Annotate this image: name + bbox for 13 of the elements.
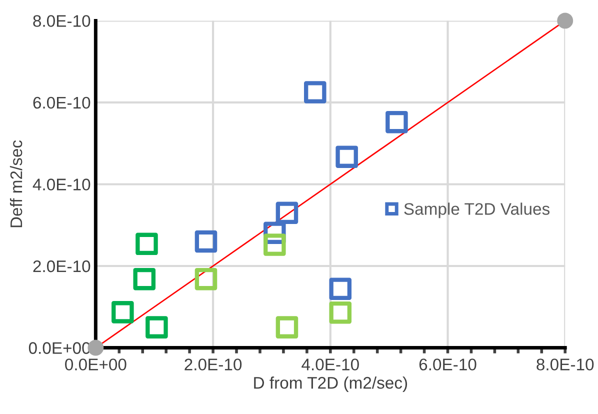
y-axis-title: Deff m2/sec xyxy=(10,140,22,228)
x-tick-label: 4.0E-10 xyxy=(302,358,359,370)
y-tick-label: 0.0E+00 xyxy=(28,342,90,354)
legend-label: Sample T2D Values xyxy=(404,202,550,218)
x-tick-label: 8.0E-10 xyxy=(536,358,594,370)
x-tick-label: 6.0E-10 xyxy=(419,358,476,370)
x-tick-label: 0.0E+00 xyxy=(65,358,126,370)
y-tick-label: 4.0E-10 xyxy=(32,178,90,190)
y-tick-label: 6.0E-10 xyxy=(33,96,90,109)
y-tick-label: 8.0E-10 xyxy=(33,15,90,27)
x-tick-label: 2.0E-10 xyxy=(184,358,242,370)
x-axis-title: D from T2D (m2/sec) xyxy=(254,376,407,392)
y-tick-label: 2.0E-10 xyxy=(33,260,90,272)
